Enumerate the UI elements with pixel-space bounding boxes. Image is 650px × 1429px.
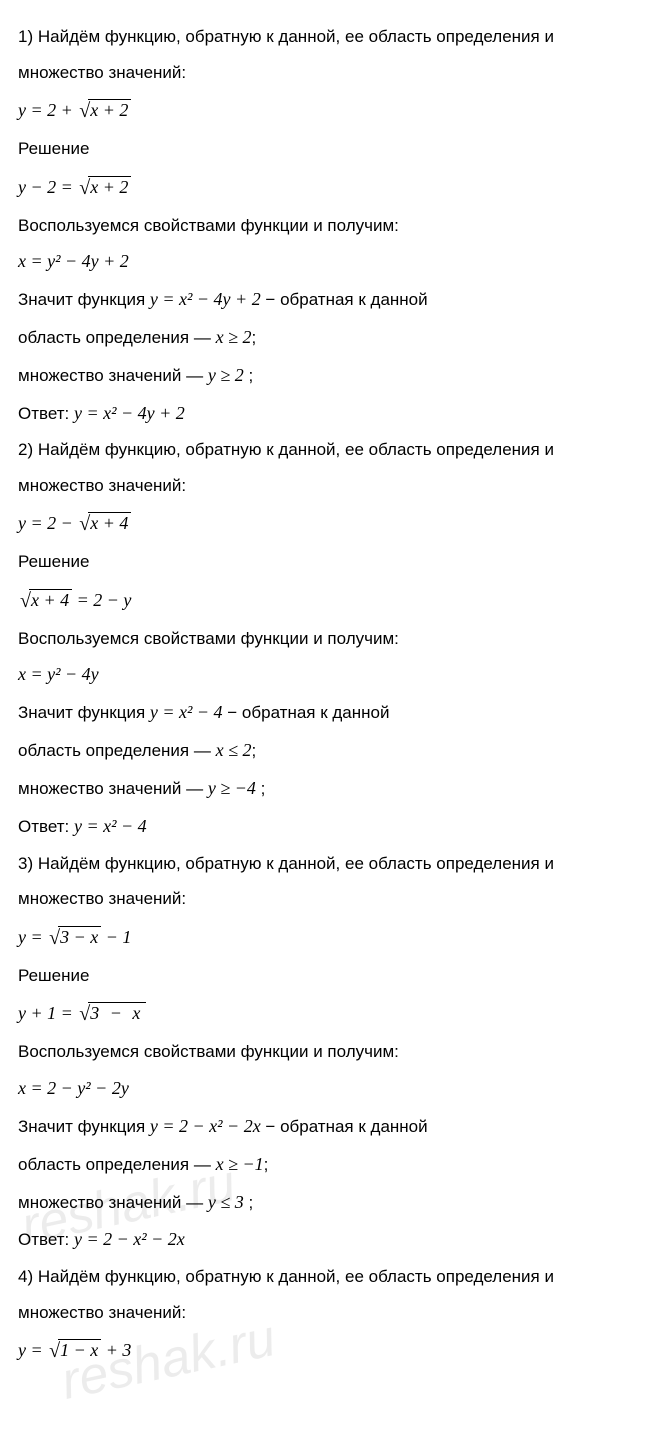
p1-intro-1: 1) Найдём функцию, обратную к данной, ее… xyxy=(18,24,632,50)
range-pre: множество значений — xyxy=(18,1193,208,1212)
p1-intro-2: множество значений: xyxy=(18,60,632,86)
domain-eq: x ≤ 2 xyxy=(216,740,252,760)
semicolon: ; xyxy=(251,741,256,760)
p3-answer: Ответ: y = 2 − x² − 2x xyxy=(18,1226,632,1254)
p1-solution-label: Решение xyxy=(18,136,632,162)
sqrt-expr: √x + 4 xyxy=(18,585,72,616)
answer-pre: Ответ: xyxy=(18,1230,74,1249)
conclude-post: − обратная к данной xyxy=(223,703,390,722)
p3-step1: y + 1 = √3 − x xyxy=(18,998,632,1029)
conclude-pre: Значит функция xyxy=(18,290,150,309)
radicand: x + 4 xyxy=(29,589,72,610)
semicolon: ; xyxy=(251,328,256,347)
p2-conclusion: Значит функция y = x² − 4 − обратная к д… xyxy=(18,699,632,727)
p2-intro-1: 2) Найдём функцию, обратную к данной, ее… xyxy=(18,437,632,463)
p2-use-props: Воспользуемся свойствами функции и получ… xyxy=(18,626,632,652)
p2-range: множество значений — y ≥ −4 ; xyxy=(18,775,632,803)
conclude-post: − обратная к данной xyxy=(261,1117,428,1136)
p4-intro-1: 4) Найдём функцию, обратную к данной, ее… xyxy=(18,1264,632,1290)
p2-intro-2: множество значений: xyxy=(18,473,632,499)
document-body: 1) Найдём функцию, обратную к данной, ее… xyxy=(0,0,650,1390)
radicand: x + 4 xyxy=(88,512,131,533)
conclude-eq: y = 2 − x² − 2x xyxy=(150,1116,261,1136)
lhs-text: y = xyxy=(18,927,47,947)
p2-domain: область определения — x ≤ 2; xyxy=(18,737,632,765)
p3-equation-given: y = √3 − x − 1 xyxy=(18,922,632,953)
answer-pre: Ответ: xyxy=(18,817,74,836)
p1-answer: Ответ: y = x² − 4y + 2 xyxy=(18,400,632,428)
rhs-text: = 2 − y xyxy=(72,590,131,610)
radicand: 3 − x xyxy=(58,926,101,947)
sqrt-expr: √3 − x xyxy=(47,922,101,953)
answer-eq: y = 2 − x² − 2x xyxy=(74,1229,185,1249)
sqrt-expr: √x + 2 xyxy=(77,172,131,203)
semicolon: ; xyxy=(244,366,253,385)
p3-use-props: Воспользуемся свойствами функции и получ… xyxy=(18,1039,632,1065)
p2-equation-given: y = 2 − √x + 4 xyxy=(18,508,632,539)
p1-range: множество значений — y ≥ 2 ; xyxy=(18,362,632,390)
conclude-pre: Значит функция xyxy=(18,1117,150,1136)
p3-conclusion: Значит функция y = 2 − x² − 2x − обратна… xyxy=(18,1113,632,1141)
conclude-eq: y = x² − 4y + 2 xyxy=(150,289,261,309)
p3-intro-1: 3) Найдём функцию, обратную к данной, ее… xyxy=(18,851,632,877)
range-eq: y ≥ −4 xyxy=(208,778,256,798)
conclude-post: − обратная к данной xyxy=(261,290,428,309)
conclude-pre: Значит функция xyxy=(18,703,150,722)
domain-pre: область определения — xyxy=(18,741,216,760)
sqrt-expr: √3 − x xyxy=(77,998,146,1029)
answer-eq: y = x² − 4y + 2 xyxy=(74,403,185,423)
tail-text: − 1 xyxy=(101,927,131,947)
p1-conclusion: Значит функция y = x² − 4y + 2 − обратна… xyxy=(18,286,632,314)
domain-eq: x ≥ −1 xyxy=(216,1154,264,1174)
range-eq: y ≤ 3 xyxy=(208,1192,244,1212)
p1-step2: x = y² − 4y + 2 xyxy=(18,248,632,276)
semicolon: ; xyxy=(256,779,265,798)
p1-step1: y − 2 = √x + 2 xyxy=(18,172,632,203)
domain-eq: x ≥ 2 xyxy=(216,327,252,347)
p1-domain: область определения — x ≥ 2; xyxy=(18,324,632,352)
lhs-text: y = 2 − xyxy=(18,513,77,533)
range-pre: множество значений — xyxy=(18,779,208,798)
sqrt-expr: √x + 2 xyxy=(77,95,131,126)
semicolon: ; xyxy=(264,1155,269,1174)
p1-use-props: Воспользуемся свойствами функции и получ… xyxy=(18,213,632,239)
sqrt-expr: √1 − x xyxy=(47,1335,101,1366)
p3-solution-label: Решение xyxy=(18,963,632,989)
radicand: 1 − x xyxy=(58,1339,101,1360)
domain-pre: область определения — xyxy=(18,328,216,347)
p2-answer: Ответ: y = x² − 4 xyxy=(18,813,632,841)
conclude-eq: y = x² − 4 xyxy=(150,702,223,722)
answer-pre: Ответ: xyxy=(18,404,74,423)
p3-range: множество значений — y ≤ 3 ; xyxy=(18,1189,632,1217)
semicolon: ; xyxy=(244,1193,253,1212)
sqrt-expr: √x + 4 xyxy=(77,508,131,539)
p3-domain: область определения — x ≥ −1; xyxy=(18,1151,632,1179)
lhs-text: y + 1 = xyxy=(18,1003,77,1023)
p3-step2: x = 2 − y² − 2y xyxy=(18,1075,632,1103)
answer-eq: y = x² − 4 xyxy=(74,816,147,836)
domain-pre: область определения — xyxy=(18,1155,216,1174)
p4-equation-given: y = √1 − x + 3 xyxy=(18,1335,632,1366)
p4-intro-2: множество значений: xyxy=(18,1300,632,1326)
lhs-text: y = xyxy=(18,1340,47,1360)
range-eq: y ≥ 2 xyxy=(208,365,244,385)
lhs-text: y − 2 = xyxy=(18,177,77,197)
p2-step2: x = y² − 4y xyxy=(18,661,632,689)
p2-solution-label: Решение xyxy=(18,549,632,575)
radicand: x + 2 xyxy=(88,99,131,120)
range-pre: множество значений — xyxy=(18,366,208,385)
lhs-text: y = 2 + xyxy=(18,100,77,120)
p1-equation-given: y = 2 + √x + 2 xyxy=(18,95,632,126)
radicand: 3 − x xyxy=(88,1002,146,1023)
p2-step1: √x + 4 = 2 − y xyxy=(18,585,632,616)
radicand: x + 2 xyxy=(88,176,131,197)
tail-text: + 3 xyxy=(101,1340,131,1360)
p3-intro-2: множество значений: xyxy=(18,886,632,912)
